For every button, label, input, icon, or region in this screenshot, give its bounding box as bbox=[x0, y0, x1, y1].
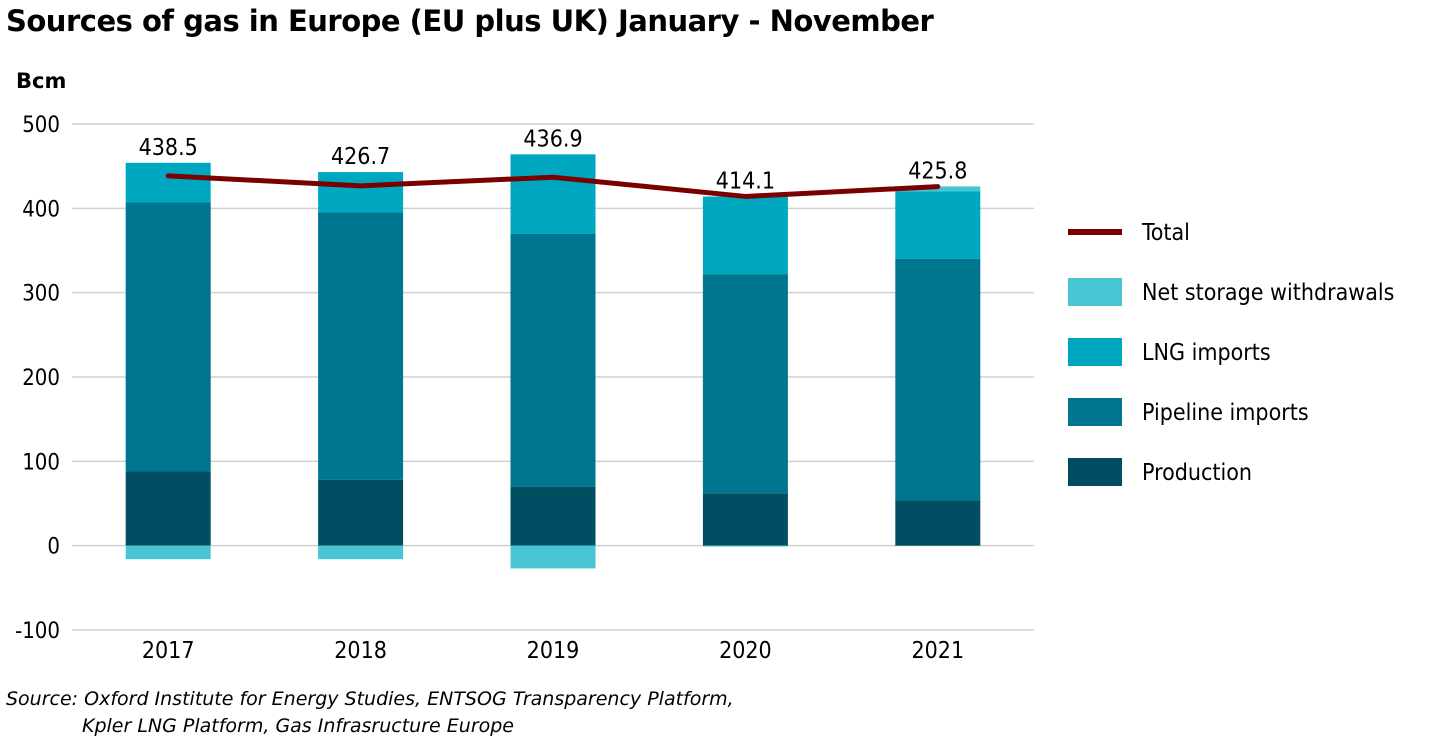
source-line-1: Source: Oxford Institute for Energy Stud… bbox=[6, 688, 734, 710]
bar-net-storage-withdrawals-2020 bbox=[702, 545, 788, 547]
total-line bbox=[165, 173, 941, 199]
legend: Total Net storage withdrawals LNG imports P… bbox=[1068, 220, 1394, 486]
y-tick-label: 0 bbox=[47, 535, 60, 560]
legend-label-production: Production bbox=[1142, 460, 1252, 486]
y-tick-label: -100 bbox=[15, 619, 60, 644]
source-line-2: Kpler LNG Platform, Gas Infrasructure Eu… bbox=[82, 715, 514, 737]
legend-label-lng-imports: LNG imports bbox=[1142, 340, 1271, 366]
bar-lng-imports-2021 bbox=[895, 191, 981, 259]
bar-pipeline-imports-2021 bbox=[895, 258, 981, 501]
bar-lng-imports-2019 bbox=[510, 154, 596, 234]
x-tick-label: 2019 bbox=[527, 638, 580, 664]
legend-swatch-production bbox=[1068, 458, 1122, 486]
bar-production-2021 bbox=[895, 500, 981, 546]
bar-pipeline-imports-2020 bbox=[702, 274, 788, 494]
bar-production-2017 bbox=[125, 471, 211, 546]
y-tick-label: 500 bbox=[22, 113, 60, 138]
legend-label-total: Total bbox=[1141, 220, 1190, 246]
x-tick-label: 2017 bbox=[142, 638, 195, 664]
total-data-label: 425.8 bbox=[908, 158, 967, 184]
total-line-layer: 438.5 426.7 436.9 414.1 425.8 bbox=[139, 126, 967, 199]
bar-lng-imports-2018 bbox=[318, 172, 404, 213]
legend-label-pipeline-imports: Pipeline imports bbox=[1142, 400, 1309, 426]
x-tick-label: 2018 bbox=[334, 638, 387, 664]
legend-swatch-net-storage-withdrawals bbox=[1068, 278, 1122, 306]
bar-production-2019 bbox=[510, 486, 596, 546]
bar-lng-imports-2017 bbox=[125, 162, 211, 203]
y-axis-label: Bcm bbox=[16, 69, 66, 93]
bar-segments bbox=[125, 154, 981, 569]
bar-pipeline-imports-2019 bbox=[510, 233, 596, 487]
total-data-label: 426.7 bbox=[331, 144, 390, 170]
legend-swatch-pipeline-imports bbox=[1068, 398, 1122, 426]
y-tick-label: 400 bbox=[22, 197, 60, 222]
y-tick-label: 200 bbox=[22, 366, 60, 391]
total-data-label: 438.5 bbox=[139, 135, 198, 161]
chart-title: Sources of gas in Europe (EU plus UK) Ja… bbox=[6, 4, 934, 38]
y-tick-label: 100 bbox=[22, 450, 60, 475]
bar-net-storage-withdrawals-2019 bbox=[510, 545, 596, 569]
total-data-label: 436.9 bbox=[523, 126, 582, 152]
bar-pipeline-imports-2017 bbox=[125, 202, 211, 472]
legend-label-net-storage-withdrawals: Net storage withdrawals bbox=[1142, 280, 1394, 306]
bar-production-2020 bbox=[702, 493, 788, 546]
bar-pipeline-imports-2018 bbox=[318, 212, 404, 480]
legend-swatch-lng-imports bbox=[1068, 338, 1122, 366]
bar-production-2018 bbox=[318, 479, 404, 546]
x-tick-labels: 2017 2018 2019 2020 2021 bbox=[142, 638, 964, 664]
x-tick-label: 2020 bbox=[719, 638, 772, 664]
total-data-label: 414.1 bbox=[716, 168, 775, 194]
x-tick-label: 2021 bbox=[911, 638, 964, 664]
y-tick-label: 300 bbox=[22, 282, 60, 307]
bar-net-storage-withdrawals-2018 bbox=[318, 545, 404, 560]
bar-net-storage-withdrawals-2017 bbox=[125, 545, 211, 560]
y-tick-labels: 500 400 300 200 100 0 -100 bbox=[15, 113, 60, 644]
bar-lng-imports-2020 bbox=[702, 196, 788, 275]
source-note: Source: Oxford Institute for Energy Stud… bbox=[6, 686, 734, 740]
